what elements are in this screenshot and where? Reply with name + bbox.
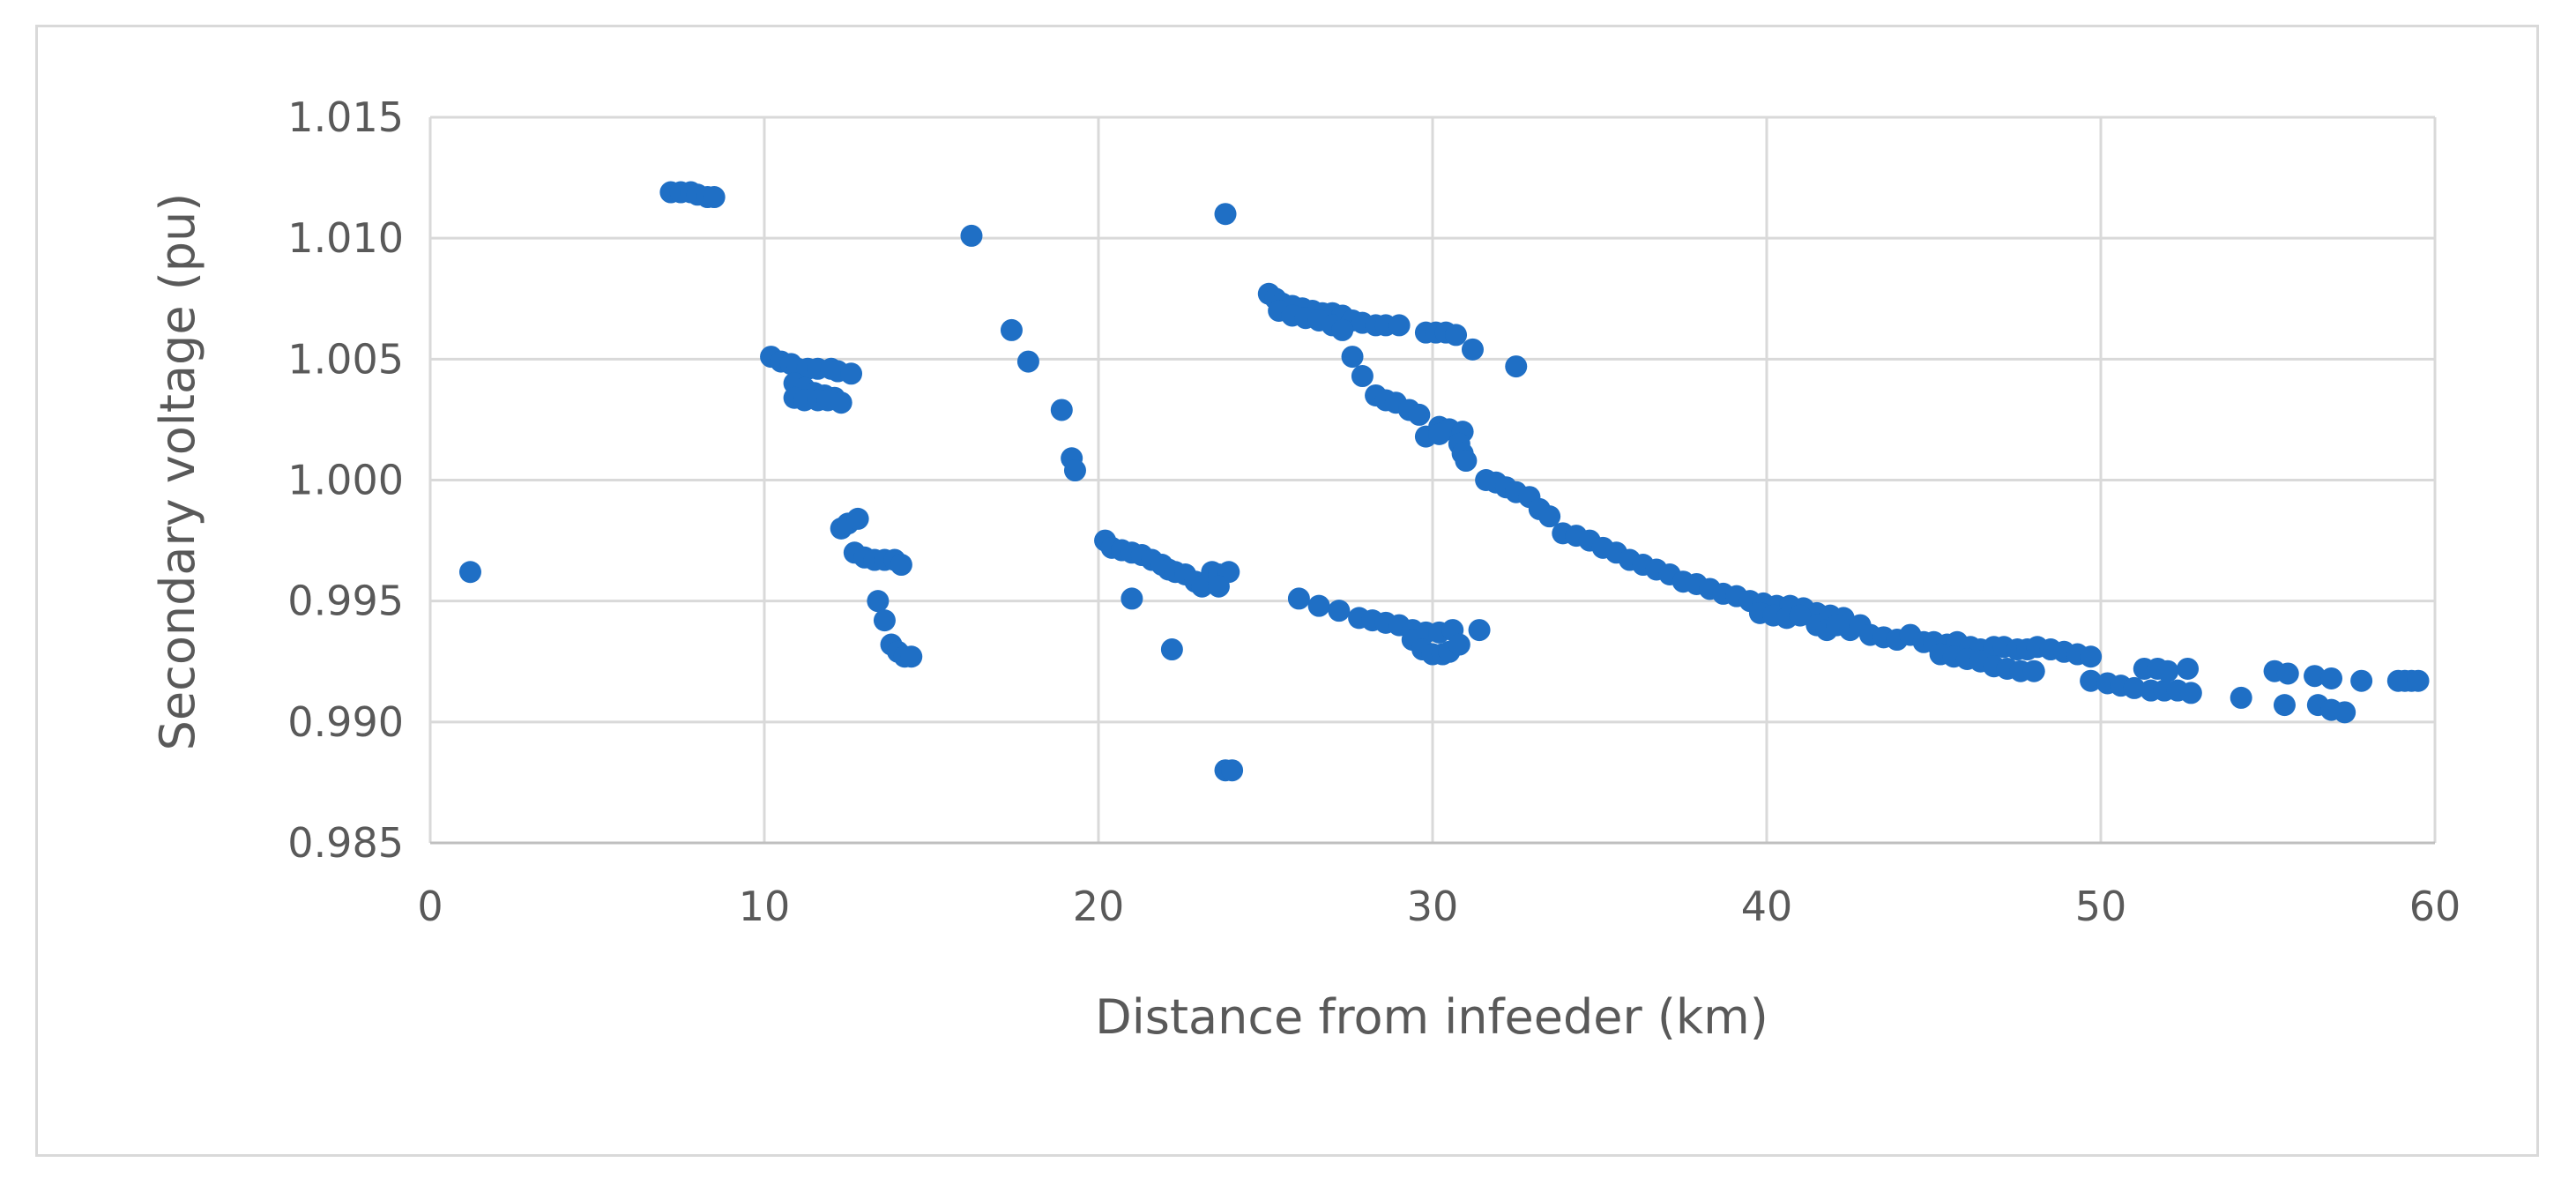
- x-tick-label: 40: [1741, 883, 1793, 930]
- data-point: [840, 362, 863, 385]
- data-point: [1351, 365, 1374, 388]
- x-tick-label: 10: [739, 883, 791, 930]
- data-point: [1461, 338, 1484, 361]
- data-point: [846, 507, 869, 530]
- chart-frame: [35, 25, 2539, 1157]
- data-point: [1214, 203, 1237, 226]
- data-point: [1448, 633, 1470, 656]
- data-point: [1000, 318, 1023, 341]
- data-point: [1789, 604, 1812, 627]
- data-point: [1050, 399, 1073, 421]
- data-point: [2230, 686, 2252, 709]
- data-point: [1160, 638, 1183, 661]
- data-point: [1505, 355, 1528, 378]
- data-point: [1341, 346, 1364, 369]
- data-point: [900, 645, 923, 668]
- x-tick-label: 20: [1073, 883, 1125, 930]
- x-tick-label: 30: [1407, 883, 1459, 930]
- data-point: [458, 561, 481, 584]
- data-point: [1307, 594, 1330, 617]
- y-tick-label: 0.990: [287, 698, 404, 746]
- y-tick-label: 1.010: [287, 214, 404, 262]
- y-tick-label: 0.985: [287, 819, 404, 867]
- data-point: [1468, 619, 1491, 642]
- data-point: [2156, 660, 2179, 682]
- gridlines: [430, 116, 2437, 843]
- x-tick-label: 60: [2409, 883, 2461, 930]
- data-point: [1328, 600, 1351, 622]
- data-point: [1408, 403, 1431, 426]
- data-point: [873, 609, 896, 632]
- data-point: [1445, 324, 1468, 347]
- x-axis-title: Distance from infeeder (km): [1095, 989, 1768, 1045]
- y-tick-label: 1.005: [287, 335, 404, 383]
- data-point: [1428, 422, 1451, 445]
- data-point: [1063, 459, 1086, 482]
- data-point: [1388, 314, 1411, 337]
- axes: [428, 117, 2435, 845]
- data-point: [2080, 645, 2103, 668]
- data-point: [2407, 669, 2430, 692]
- data-point: [2080, 669, 2103, 692]
- data-point: [2320, 667, 2343, 689]
- data-point: [830, 391, 852, 414]
- data-point: [1331, 318, 1354, 341]
- y-tick-label: 0.995: [287, 578, 404, 625]
- tick-labels: 0 10 20 30 40 50 60 0.985 0.990 0.995 1.000 1.005 1.…: [287, 93, 2461, 930]
- data-point: [2273, 694, 2296, 717]
- data-point: [1120, 587, 1143, 610]
- data-point: [960, 224, 983, 247]
- data-point: [703, 186, 726, 209]
- x-tick-label: 50: [2075, 883, 2127, 930]
- y-axis-title: Secondary voltage (pu): [150, 193, 205, 751]
- data-point: [2276, 662, 2299, 685]
- data-point: [1221, 759, 1244, 782]
- data-point: [2022, 660, 2045, 682]
- data-point: [2304, 665, 2327, 688]
- data-point: [890, 554, 912, 577]
- data-point: [1455, 450, 1478, 473]
- data-point: [2350, 669, 2373, 692]
- y-tick-label: 1.015: [287, 93, 404, 141]
- data-point: [1538, 505, 1561, 528]
- y-tick-label: 1.000: [287, 457, 404, 504]
- data-point: [2177, 657, 2200, 680]
- data-point: [1287, 587, 1310, 610]
- data-point: [2123, 676, 2146, 699]
- data-point: [2179, 682, 2202, 704]
- data-point: [1207, 575, 1230, 598]
- data-point: [867, 590, 890, 613]
- x-tick-label: 0: [417, 883, 443, 930]
- data-points: [458, 181, 2430, 782]
- data-point: [2334, 701, 2356, 724]
- data-point: [1016, 350, 1039, 373]
